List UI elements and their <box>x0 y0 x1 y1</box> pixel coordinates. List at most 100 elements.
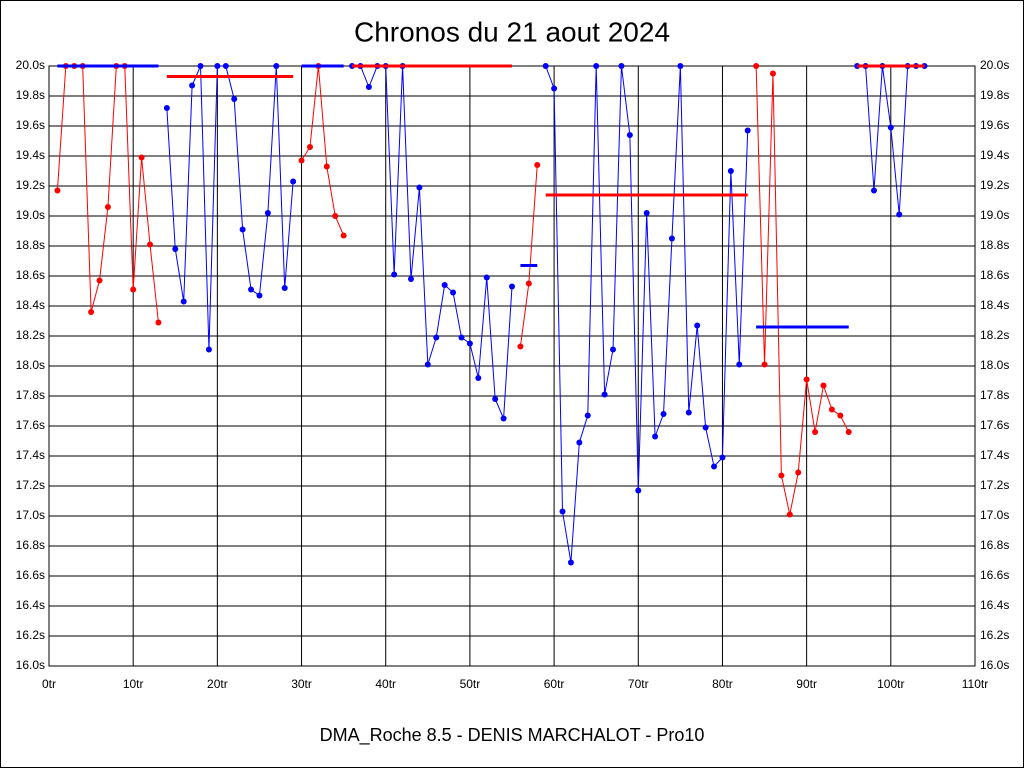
data-point <box>416 184 423 191</box>
data-point <box>559 508 566 515</box>
data-point <box>172 246 179 252</box>
data-point <box>130 286 137 293</box>
x-tick-label: 50tr <box>460 677 481 691</box>
y-tick-label: 19.6s <box>16 118 45 132</box>
data-point <box>500 415 507 422</box>
data-point <box>845 429 852 435</box>
data-point <box>551 85 558 92</box>
data-point <box>668 235 675 242</box>
data-point <box>222 63 229 69</box>
y2-tick-label: 19.6s <box>980 118 1009 132</box>
data-point <box>812 429 819 435</box>
series-line <box>166 65 294 350</box>
data-point <box>147 241 154 248</box>
data-point <box>458 334 465 341</box>
data-point <box>593 63 600 69</box>
data-point <box>441 282 448 288</box>
y2-tick-label: 19.0s <box>980 208 1009 222</box>
chart-subtitle: DMA_Roche 8.5 - DENIS MARCHALOT - Pro10 <box>320 725 705 746</box>
data-point <box>189 82 196 89</box>
y-tick-label: 19.8s <box>16 88 45 102</box>
data-point <box>483 274 490 281</box>
data-point <box>256 292 263 299</box>
x-tick-label: 40tr <box>375 677 396 691</box>
data-point <box>104 204 111 210</box>
y2-tick-label: 16.6s <box>980 568 1009 582</box>
data-point <box>896 211 903 218</box>
data-point <box>761 361 768 368</box>
data-point <box>450 289 457 296</box>
y-tick-label: 19.4s <box>16 148 45 162</box>
data-point <box>887 124 894 131</box>
data-point <box>803 376 810 383</box>
y2-tick-label: 19.4s <box>980 148 1009 162</box>
data-point <box>273 63 280 69</box>
data-point <box>618 63 625 69</box>
data-point <box>298 157 305 164</box>
data-point <box>753 63 760 69</box>
y-tick-label: 17.4s <box>16 448 45 462</box>
data-point <box>601 391 608 398</box>
data-point <box>694 322 701 329</box>
data-point <box>509 283 515 290</box>
x-tick-label: 10tr <box>123 677 144 691</box>
data-point <box>231 96 238 102</box>
data-point <box>290 178 297 185</box>
data-point <box>323 163 330 170</box>
data-point <box>711 463 718 470</box>
data-point <box>248 286 255 293</box>
data-point <box>306 144 313 150</box>
data-point <box>433 334 440 341</box>
y-tick-label: 16.2s <box>16 628 45 642</box>
data-point <box>264 210 271 216</box>
y-tick-label: 19.2s <box>16 178 45 192</box>
data-point <box>475 375 482 381</box>
data-point <box>180 298 187 305</box>
y-tick-label: 20.0s <box>16 58 45 72</box>
y-tick-label: 16.6s <box>16 568 45 582</box>
data-point <box>635 487 642 494</box>
y-tick-label: 17.8s <box>16 388 45 402</box>
data-point <box>54 187 61 194</box>
x-tick-label: 0tr <box>42 677 56 691</box>
data-point <box>281 285 288 291</box>
x-tick-label: 80tr <box>712 677 733 691</box>
y-tick-label: 19.0s <box>16 208 45 222</box>
data-point <box>214 63 221 69</box>
data-point <box>567 559 574 566</box>
y2-tick-label: 17.6s <box>980 418 1009 432</box>
data-point <box>660 411 667 417</box>
data-point <box>643 210 650 216</box>
y-tick-label: 18.8s <box>16 238 45 252</box>
y2-tick-label: 16.8s <box>980 538 1009 552</box>
y2-tick-label: 17.8s <box>980 388 1009 402</box>
y-tick-label: 17.6s <box>16 418 45 432</box>
data-point <box>744 127 751 134</box>
y-tick-label: 16.8s <box>16 538 45 552</box>
data-point <box>517 343 524 350</box>
y2-tick-label: 20.0s <box>980 58 1009 72</box>
x-tick-label: 20tr <box>207 677 228 691</box>
y2-tick-label: 18.8s <box>980 238 1009 252</box>
y2-tick-label: 18.4s <box>980 298 1009 312</box>
data-point <box>828 406 835 413</box>
data-point <box>576 439 583 446</box>
data-point <box>138 154 145 161</box>
data-point <box>542 63 549 69</box>
y2-tick-label: 18.6s <box>980 268 1009 282</box>
y2-tick-label: 19.2s <box>980 178 1009 192</box>
y-tick-label: 18.6s <box>16 268 45 282</box>
y-tick-label: 16.4s <box>16 598 45 612</box>
data-point <box>365 84 372 90</box>
y-tick-label: 17.0s <box>16 508 45 522</box>
data-point <box>205 346 212 353</box>
data-point <box>391 271 398 278</box>
data-point <box>155 319 162 326</box>
y2-tick-label: 17.2s <box>980 478 1009 492</box>
x-tick-label: 100tr <box>877 677 904 691</box>
data-point <box>525 280 532 287</box>
data-point <box>197 63 204 69</box>
x-tick-label: 90tr <box>796 677 817 691</box>
data-point <box>786 511 793 518</box>
